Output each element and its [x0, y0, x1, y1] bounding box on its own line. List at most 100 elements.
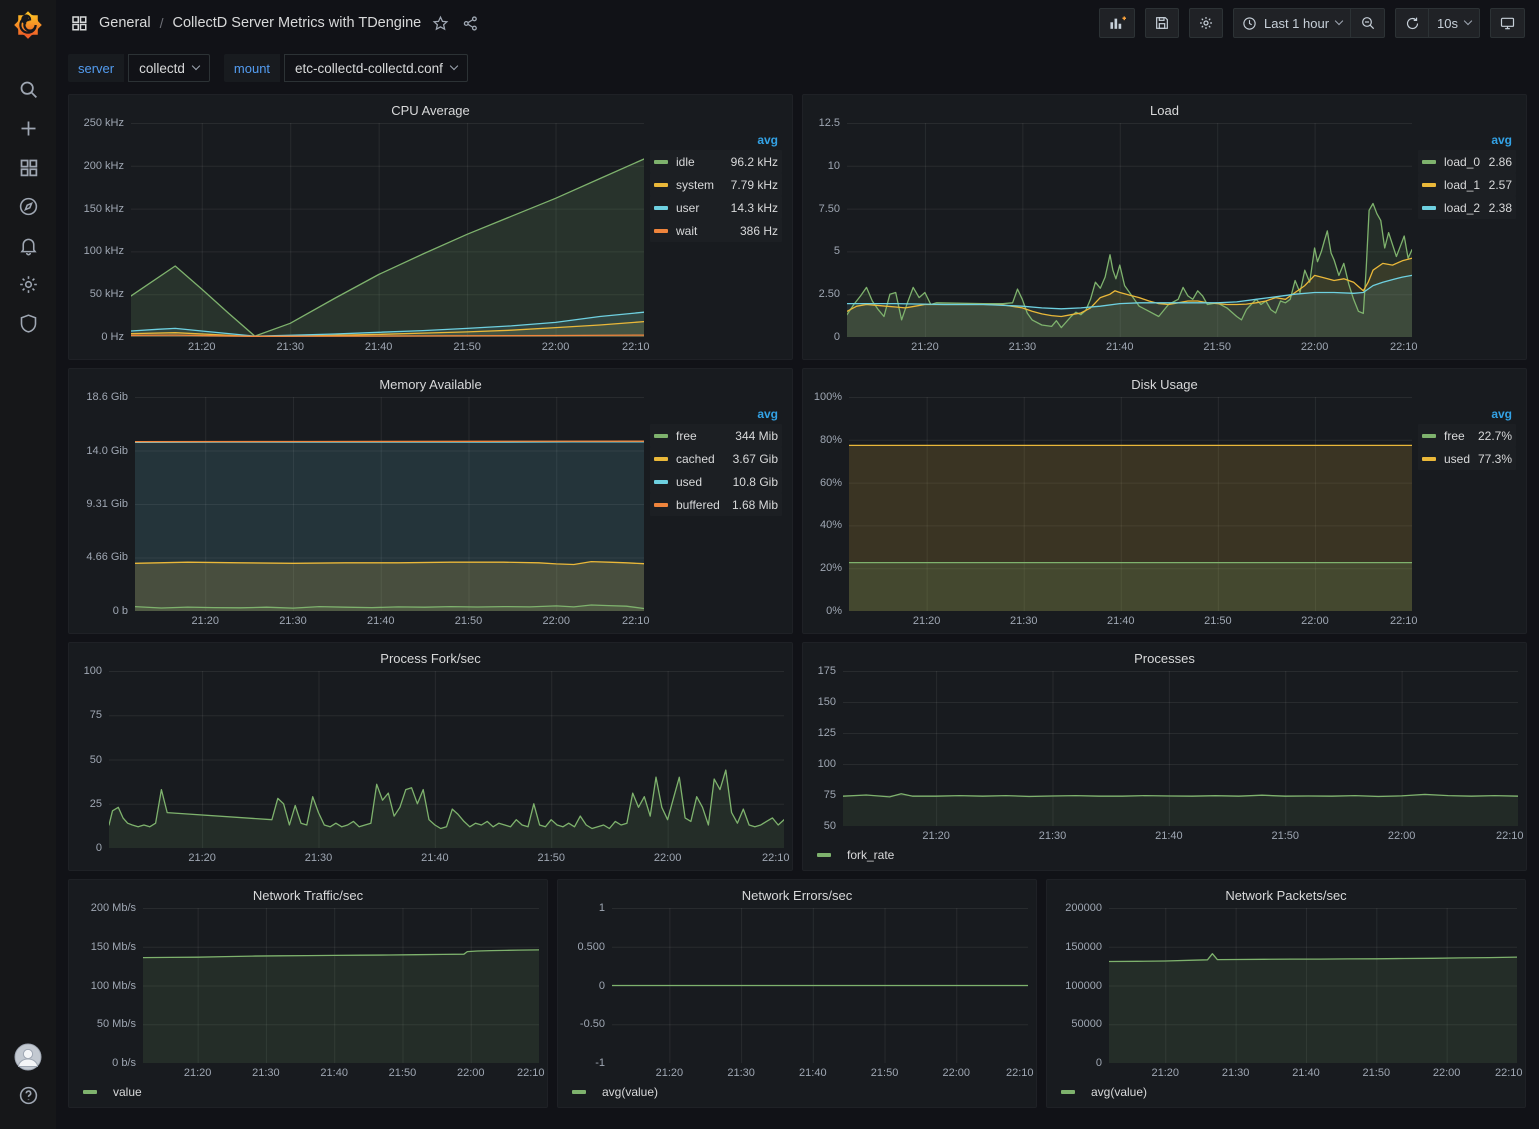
legend-item-used[interactable]: used 10.8 Gib	[650, 470, 782, 493]
chart-plot-area[interactable]: 21:20 21:30 21:40 21:50 22:00 22:10	[612, 908, 1034, 1081]
add-panel-button[interactable]	[1098, 8, 1135, 38]
x-axis-label: 21:50	[1362, 1067, 1391, 1079]
server-admin-shield-icon[interactable]	[8, 304, 48, 343]
star-icon[interactable]	[430, 15, 451, 32]
legend-item-avg(value)[interactable]: avg(value)	[572, 1085, 658, 1099]
configuration-gear-icon[interactable]	[8, 265, 48, 304]
chart-plot-area[interactable]: 21:20 21:30 21:40 21:50 22:00 22:10	[849, 397, 1418, 629]
grafana-logo[interactable]	[11, 8, 45, 42]
legend-series-name: buffered	[676, 497, 720, 512]
user-avatar[interactable]	[8, 1037, 48, 1076]
x-axis-label: 22:10	[621, 615, 650, 627]
x-axis-label: 21:50	[537, 852, 565, 864]
x-axis-label: 21:20	[1151, 1067, 1180, 1079]
variable-value-dropdown[interactable]: etc-collectd-collectd.conf	[284, 54, 468, 82]
chart-plot-area[interactable]: 21:20 21:30 21:40 21:50 22:00 22:10	[131, 123, 650, 355]
x-axis-label: 21:30	[1221, 1067, 1250, 1079]
panel-title-cpu-average[interactable]: CPU Average	[391, 103, 470, 118]
legend-item-load_2[interactable]: load_2 2.38	[1418, 196, 1516, 219]
legend-series-avg: 96.2 kHz	[730, 154, 778, 169]
legend-item-free[interactable]: free 22.7%	[1418, 424, 1516, 447]
refresh-interval-picker[interactable]: 10s	[1429, 8, 1480, 38]
variable-value-dropdown[interactable]: collectd	[128, 54, 210, 82]
chart-canvas	[1109, 908, 1517, 1063]
legend-series-avg: 3.67 Gib	[732, 451, 778, 466]
x-axis-label: 21:40	[421, 852, 449, 864]
series-color-swatch	[1422, 182, 1436, 187]
x-axis-label: 21:20	[655, 1067, 684, 1079]
explore-compass-icon[interactable]	[8, 187, 48, 226]
zoom-out-time-button[interactable]	[1351, 8, 1386, 38]
search-icon[interactable]	[8, 70, 48, 109]
save-dashboard-button[interactable]	[1144, 8, 1179, 38]
legend-item-user[interactable]: user 14.3 kHz	[650, 196, 782, 219]
x-axis-label: 21:30	[1008, 341, 1037, 353]
panel-title-network-packets[interactable]: Network Packets/sec	[1225, 888, 1347, 903]
x-axis-label: 21:20	[183, 1067, 212, 1079]
legend-item-load_0[interactable]: load_0 2.86	[1418, 150, 1516, 173]
legend-series-name: free	[676, 428, 697, 443]
chart-plot-area[interactable]: 21:20 21:30 21:40 21:50 22:00 22:10	[847, 123, 1418, 355]
chart-plot-area[interactable]: 21:20 21:30 21:40 21:50 22:00 22:10	[143, 908, 545, 1081]
x-axis-label: 21:50	[870, 1067, 899, 1079]
legend-item-cached[interactable]: cached 3.67 Gib	[650, 447, 782, 470]
legend-item-buffered[interactable]: buffered 1.68 Mib	[650, 493, 782, 516]
y-axis-label: 50 kHz	[89, 288, 124, 301]
legend-series-avg: 7.79 kHz	[730, 177, 778, 192]
legend-series-avg: 344 Mib	[735, 428, 778, 443]
x-axis: 21:20 21:30 21:40 21:50 22:00 22:10	[849, 611, 1418, 629]
y-axis-label: 150 kHz	[83, 202, 124, 215]
y-axis: -1 -0.50 0 0.500 1	[566, 902, 612, 1081]
dashboard-title[interactable]: CollectD Server Metrics with TDengine	[172, 15, 422, 31]
panel-title-network-traffic[interactable]: Network Traffic/sec	[252, 888, 364, 903]
chart-canvas	[109, 671, 784, 848]
legend-item-wait[interactable]: wait 386 Hz	[650, 219, 782, 242]
cycle-view-mode-button[interactable]	[1490, 8, 1525, 38]
panel-title-process-fork[interactable]: Process Fork/sec	[380, 651, 481, 666]
refresh-button[interactable]	[1395, 8, 1430, 38]
chart-plot-area[interactable]: 21:20 21:30 21:40 21:50 22:00 22:10	[1109, 908, 1523, 1081]
variable-server: server collectd	[68, 54, 210, 82]
chart-plot-area[interactable]: 21:20 21:30 21:40 21:50 22:00 22:10	[135, 397, 650, 629]
legend-item-avg(value)[interactable]: avg(value)	[1061, 1085, 1147, 1099]
panel-title-load[interactable]: Load	[1150, 103, 1179, 118]
legend-item-fork_rate[interactable]: fork_rate	[817, 848, 894, 862]
chart-canvas	[847, 123, 1412, 337]
panel-title-disk-usage[interactable]: Disk Usage	[1131, 377, 1198, 392]
breadcrumb-folder[interactable]: General	[99, 15, 151, 31]
y-axis-label: 150 Mb/s	[90, 940, 136, 953]
legend-avg-header: avg	[757, 407, 778, 421]
panel-title-memory-available[interactable]: Memory Available	[379, 377, 482, 392]
panel-title-processes[interactable]: Processes	[1134, 651, 1195, 666]
y-axis-label: 50 Mb/s	[96, 1018, 136, 1031]
x-axis-label: 21:20	[191, 615, 219, 627]
chart-plot-area[interactable]: 21:20 21:30 21:40 21:50 22:00 22:10	[109, 671, 790, 866]
time-range-picker[interactable]: Last 1 hour	[1232, 8, 1352, 38]
legend-series-name: free	[1444, 428, 1465, 443]
x-axis-label: 21:50	[1204, 615, 1232, 627]
share-icon[interactable]	[460, 15, 481, 32]
legend-item-value[interactable]: value	[83, 1085, 142, 1099]
y-axis: 0% 20% 40% 60% 80% 100%	[811, 391, 849, 629]
alerting-bell-icon[interactable]	[8, 226, 48, 265]
panel-title-network-errors[interactable]: Network Errors/sec	[741, 888, 853, 903]
dashboards-grid-icon[interactable]	[8, 148, 48, 187]
chart-plot-area[interactable]: 21:20 21:30 21:40 21:50 22:00 22:10	[843, 671, 1524, 844]
x-axis-label: 21:20	[911, 341, 939, 353]
legend-item-free[interactable]: free 344 Mib	[650, 424, 782, 447]
y-axis-label: 20%	[819, 562, 842, 575]
y-axis-label: 100%	[813, 391, 842, 403]
help-question-icon[interactable]	[8, 1076, 48, 1115]
legend-series-avg: 77.3%	[1477, 451, 1512, 466]
x-axis-label: 21:50	[1203, 341, 1231, 353]
y-axis-label: 100 kHz	[83, 245, 124, 258]
create-plus-icon[interactable]	[8, 109, 48, 148]
legend-item-idle[interactable]: idle 96.2 kHz	[650, 150, 782, 173]
y-axis-label: 18.6 Gib	[86, 391, 128, 403]
legend-item-used[interactable]: used 77.3%	[1418, 447, 1516, 470]
legend-item-system[interactable]: system 7.79 kHz	[650, 173, 782, 196]
y-axis-label: 2.50	[818, 288, 840, 301]
dashboard-settings-button[interactable]	[1188, 8, 1223, 38]
legend-item-load_1[interactable]: load_1 2.57	[1418, 173, 1516, 196]
variable-value-text: etc-collectd-collectd.conf	[295, 60, 443, 76]
